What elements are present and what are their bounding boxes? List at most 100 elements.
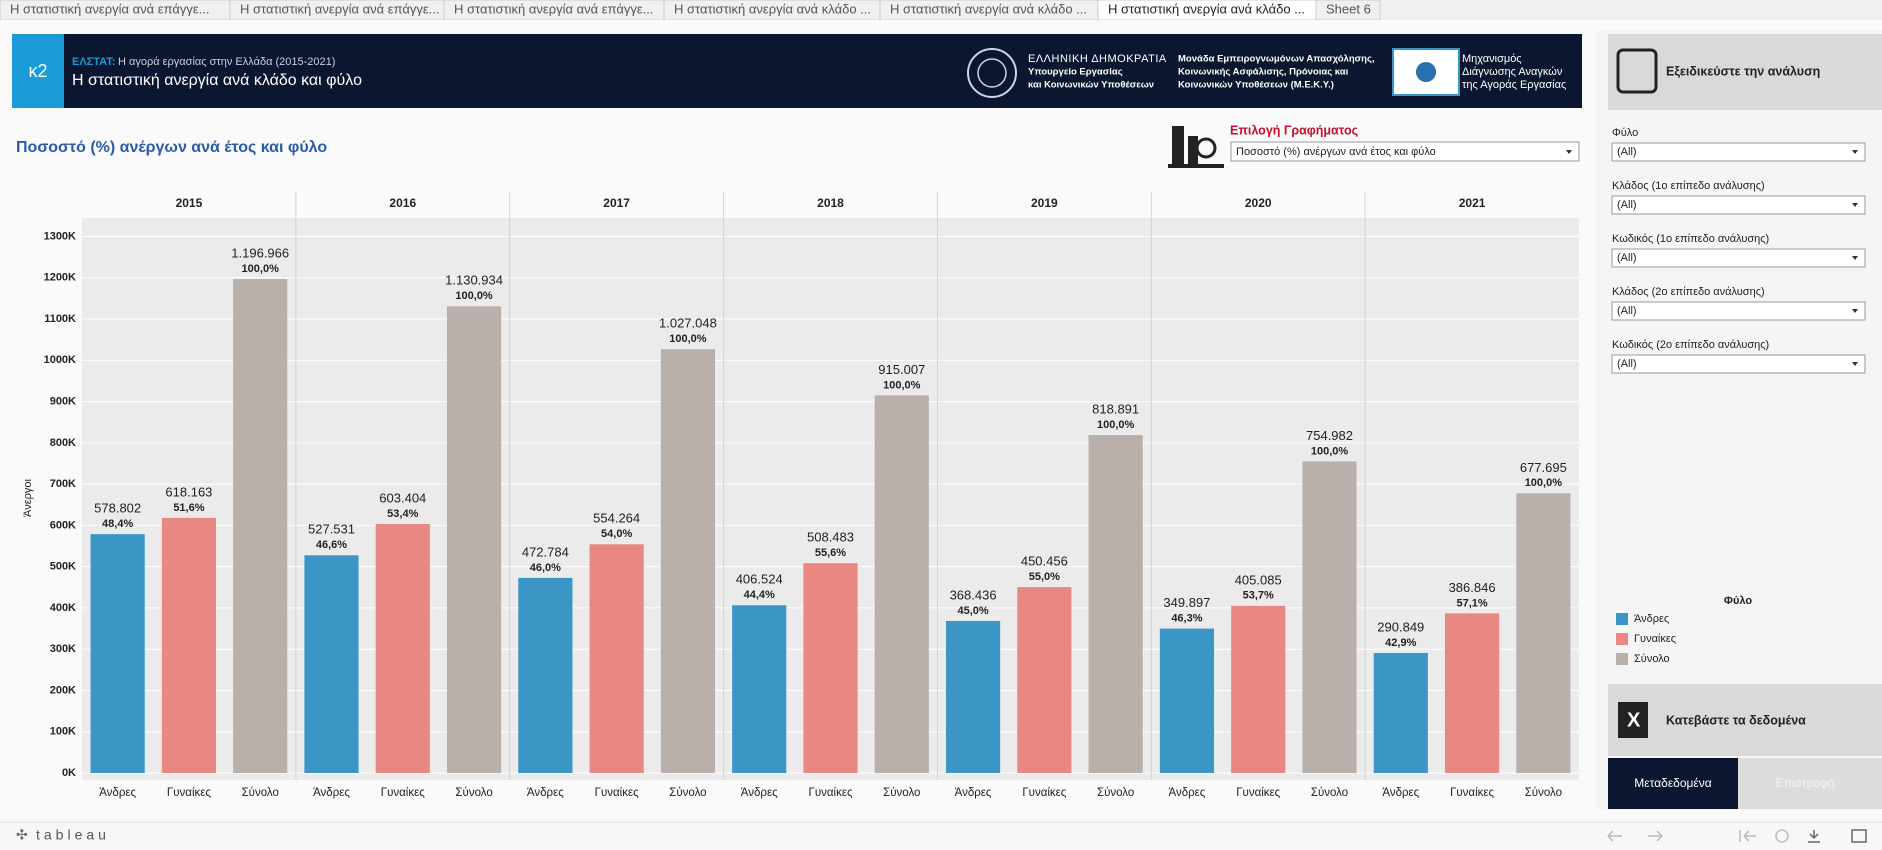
chart-icon xyxy=(1188,136,1198,164)
year-label: 2020 xyxy=(1245,196,1272,210)
share-label: 48,4% xyxy=(102,518,133,530)
x-tick-label: Άνδρες xyxy=(1382,787,1419,799)
filter-dropdown[interactable] xyxy=(1611,301,1866,321)
share-label: 45,0% xyxy=(957,605,988,617)
value-label: 386.846 xyxy=(1449,580,1496,595)
y-tick-label: 900K xyxy=(50,395,76,407)
legend-label: Άνδρες xyxy=(1634,613,1669,625)
logo-box xyxy=(12,34,64,108)
bar xyxy=(375,523,430,773)
x-tick-label: Γυναίκες xyxy=(809,787,853,799)
year-label: 2019 xyxy=(1031,196,1058,210)
x-tick-label: Άνδρες xyxy=(955,787,992,799)
tab-label: Η στατιστική ανεργία ανά κλάδο ... xyxy=(1108,1,1305,16)
y-tick-label: 400K xyxy=(50,602,76,614)
legend-title: Φύλο xyxy=(1724,595,1752,607)
filter-label: Κλάδος (1ο επίπεδο ανάλυσης) xyxy=(1612,180,1765,192)
x-tick-label: Σύνολο xyxy=(455,787,492,799)
x-tick-label: Γυναίκες xyxy=(167,787,211,799)
gear-icon xyxy=(1416,62,1436,82)
legend-label: Γυναίκες xyxy=(1634,633,1676,645)
dropdown-arrow xyxy=(1566,150,1572,154)
bar xyxy=(1017,587,1072,773)
bar xyxy=(446,306,502,773)
y-tick-label: 800K xyxy=(50,437,76,449)
value-label: 818.891 xyxy=(1092,401,1139,416)
unit-line: Κοινωνικής Ασφάλισης, Πρόνοιας και xyxy=(1178,67,1349,78)
back-label: Επιστροφή xyxy=(1775,776,1834,790)
header-title: Η στατιστική ανεργία ανά κλάδο και φύλο xyxy=(72,72,362,89)
value-label: 754.982 xyxy=(1306,428,1353,443)
bar xyxy=(660,349,716,773)
unit-line: Μονάδα Εμπειρογνωμόνων Απασχόλησης, xyxy=(1178,54,1375,65)
value-label: 368.436 xyxy=(950,587,997,602)
metadata-button[interactable] xyxy=(1608,758,1738,809)
redo[interactable] xyxy=(1648,830,1663,842)
x-tick-label: Γυναίκες xyxy=(1022,787,1066,799)
emblem xyxy=(967,48,1017,98)
bar xyxy=(1516,493,1571,773)
y-tick-label: 1000K xyxy=(44,354,76,366)
filter-dropdown[interactable] xyxy=(1611,354,1866,374)
x-tick-label: Γυναίκες xyxy=(595,787,639,799)
filter-value: (All) xyxy=(1617,305,1637,317)
mechanism-line: Διάγνωσης Αναγκών xyxy=(1462,66,1563,78)
fullscreen[interactable] xyxy=(1851,829,1867,843)
share-label: 53,7% xyxy=(1243,590,1274,602)
undo[interactable] xyxy=(1607,830,1622,842)
dropdown-arrow xyxy=(1852,150,1858,154)
legend-label: Σύνολο xyxy=(1634,653,1670,665)
filters: Φύλο (All) Κλάδος (1ο επίπεδο ανάλυσης) (Al… xyxy=(1611,127,1866,374)
revert[interactable] xyxy=(1739,830,1756,842)
share[interactable] xyxy=(1775,829,1789,843)
chart-title: Ποσοστό (%) ανέργων ανά έτος και φύλο xyxy=(16,139,327,156)
value-label: 349.897 xyxy=(1163,595,1210,610)
subtitle: Η αγορά εργασίας στην Ελλάδα (2015-2021) xyxy=(118,56,335,68)
ministry-line: και Κοινωνικών Υποθέσεων xyxy=(1028,80,1154,91)
x-tick-label: Σύνολο xyxy=(242,787,279,799)
selector-value: Ποσοστό (%) ανέργων ανά έτος και φύλο xyxy=(1236,146,1436,158)
y-tick-label: 100K xyxy=(50,726,76,738)
value-label: 406.524 xyxy=(736,572,783,587)
dropdown-arrow xyxy=(1852,362,1858,366)
year-label: 2015 xyxy=(176,196,203,210)
y-tick-label: 1300K xyxy=(44,230,76,242)
tabs: Η στατιστική ανεργία ανά επάγγε... Η στατ… xyxy=(0,0,1381,21)
filter-dropdown[interactable] xyxy=(1611,195,1866,215)
x-tick-label: Γυναίκες xyxy=(1450,787,1494,799)
selector-dropdown[interactable] xyxy=(1230,141,1580,162)
bar xyxy=(945,620,1001,773)
filter-dropdown[interactable] xyxy=(1611,142,1866,162)
filter-value: (All) xyxy=(1617,252,1637,264)
download-box[interactable] xyxy=(1608,684,1882,756)
bar xyxy=(1444,613,1500,773)
dropdown-arrow xyxy=(1852,203,1858,207)
chart-icon xyxy=(1195,137,1217,159)
bar xyxy=(233,279,288,773)
share-label: 46,0% xyxy=(530,562,561,574)
unit-line: Κοινωνικών Υποθέσεων (Μ.Ε.Κ.Υ.) xyxy=(1178,80,1334,91)
share-label: 42,9% xyxy=(1385,637,1416,649)
tab-label: Η στατιστική ανεργία ανά κλάδο ... xyxy=(890,1,1087,16)
value-label: 915.007 xyxy=(878,362,925,377)
download[interactable] xyxy=(1808,830,1820,843)
bar xyxy=(732,605,787,773)
emblem-inner xyxy=(977,58,1007,88)
bar xyxy=(1231,605,1286,773)
value-label: 618.163 xyxy=(165,484,212,499)
share-label: 51,6% xyxy=(173,502,204,514)
y-tick-label: 1200K xyxy=(44,272,76,284)
share-label: 46,6% xyxy=(316,539,347,551)
filter-dropdown[interactable] xyxy=(1611,248,1866,268)
dropdown-arrow xyxy=(1852,309,1858,313)
share-label: 46,3% xyxy=(1171,613,1202,625)
back-button[interactable] xyxy=(1738,758,1882,809)
y-tick-label: 0K xyxy=(62,767,76,779)
bar xyxy=(874,395,929,773)
share-label: 44,4% xyxy=(744,589,775,601)
x-tick-label: Άνδρες xyxy=(527,787,564,799)
footer xyxy=(0,822,1882,850)
excel-letter: X xyxy=(1627,709,1641,731)
legend-swatch xyxy=(1616,633,1628,645)
share-label: 54,0% xyxy=(601,528,632,540)
